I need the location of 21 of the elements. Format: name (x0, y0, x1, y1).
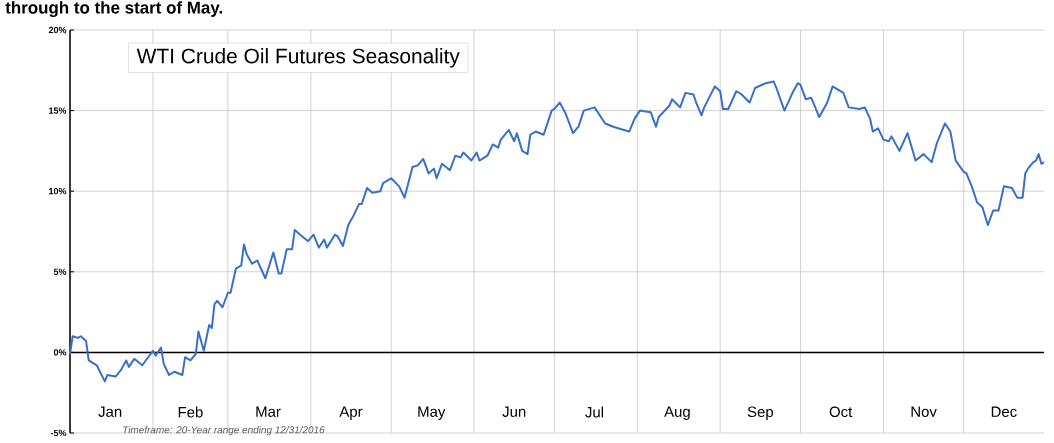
x-tick-label: Mar (256, 406, 281, 417)
y-tick-label: -5% (50, 429, 67, 437)
x-tick-label: Nov (911, 406, 937, 417)
y-tick-label: 20% (48, 26, 67, 34)
x-tick-label: Jul (585, 406, 604, 418)
x-tick-label: Aug (664, 406, 690, 420)
x-tick-label: Sep (747, 406, 774, 421)
y-tick-label: 10% (49, 188, 67, 195)
text: WTI Crude Oil Futures Seasonality (136, 48, 460, 68)
annotation: Timeframe: 20-Year range ending 12/31/2016 (123, 426, 325, 436)
y-tick-label: 15% (49, 107, 67, 114)
x-tick-label: Jan (98, 406, 122, 417)
x-tick-label: Jun (502, 406, 526, 417)
x-tick-label: Oct (829, 406, 853, 418)
x-tick-label: Feb (178, 406, 203, 418)
text: through to the start of May. (5, 1, 223, 18)
y-tick-label: 0% (53, 349, 67, 356)
x-tick-label: Dec (991, 406, 1017, 417)
x-tick-label: Apr (339, 406, 363, 420)
x-tick-label: May (418, 406, 446, 420)
y-tick-label: 5% (53, 268, 67, 275)
